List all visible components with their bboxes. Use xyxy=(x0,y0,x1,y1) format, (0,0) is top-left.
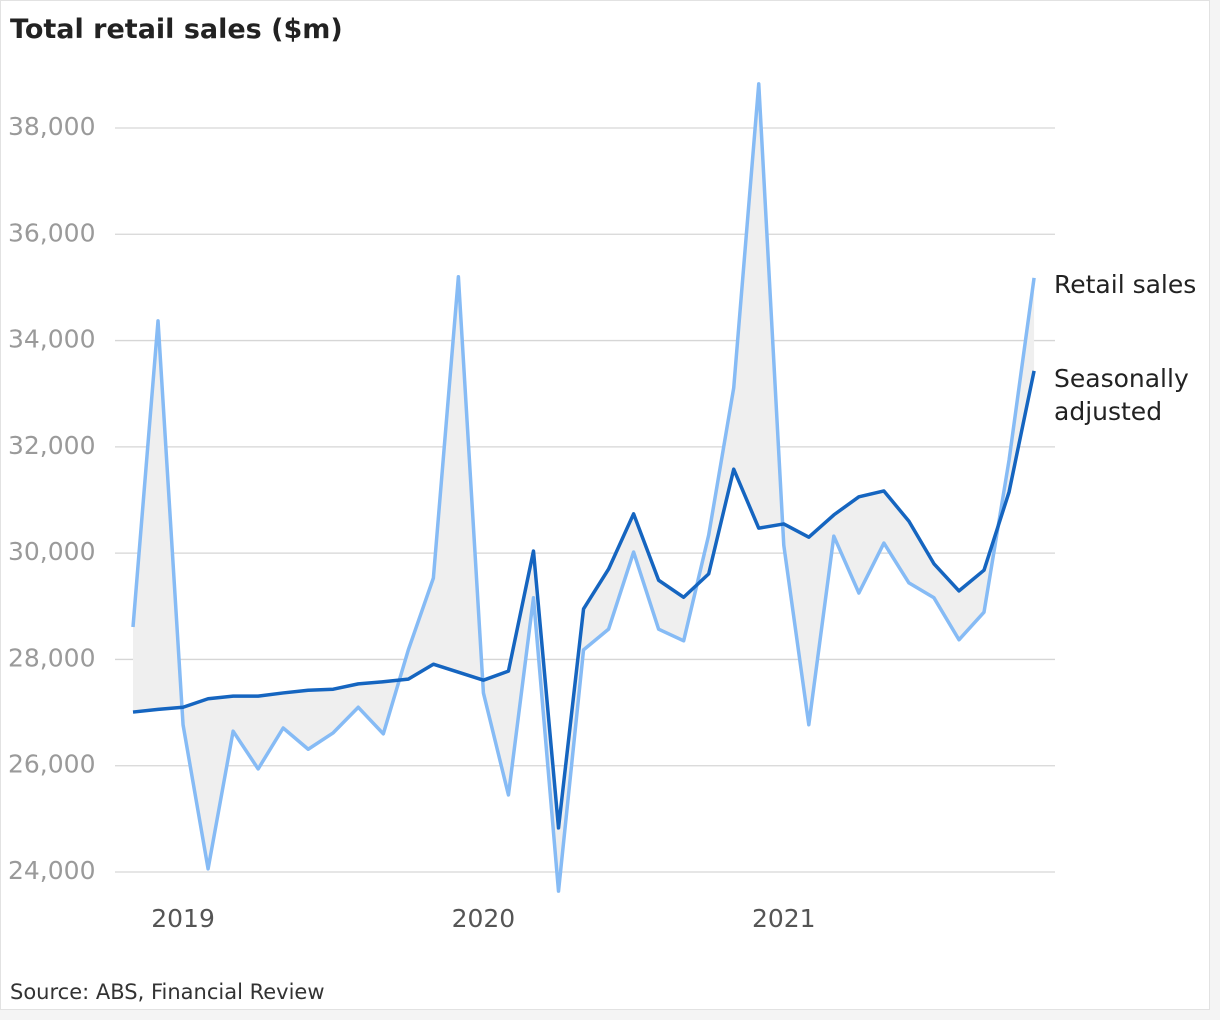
legend-label: Retail sales xyxy=(1054,270,1197,299)
source: Source: ABS, Financial Review xyxy=(10,980,325,1004)
y-tick-label: 28,000 xyxy=(8,643,95,672)
y-tick-label: 38,000 xyxy=(8,112,95,141)
series-line xyxy=(132,370,1036,830)
x-tick-label: 2019 xyxy=(151,904,215,933)
series-line xyxy=(131,82,1036,893)
x-tick-label: 2021 xyxy=(752,904,816,933)
x-tick-label: 2020 xyxy=(452,904,516,933)
chart-title: Total retail sales ($m) xyxy=(10,14,343,45)
y-tick-label: 32,000 xyxy=(8,431,95,460)
y-tick-label: 36,000 xyxy=(8,218,95,247)
y-tick-label: 34,000 xyxy=(8,325,95,354)
legend-label: Seasonally adjusted xyxy=(1054,364,1189,426)
y-tick-label: 26,000 xyxy=(8,750,95,779)
y-tick-label: 30,000 xyxy=(8,537,95,566)
y-tick-label: 24,000 xyxy=(8,856,95,885)
gap-fill xyxy=(133,83,1035,892)
